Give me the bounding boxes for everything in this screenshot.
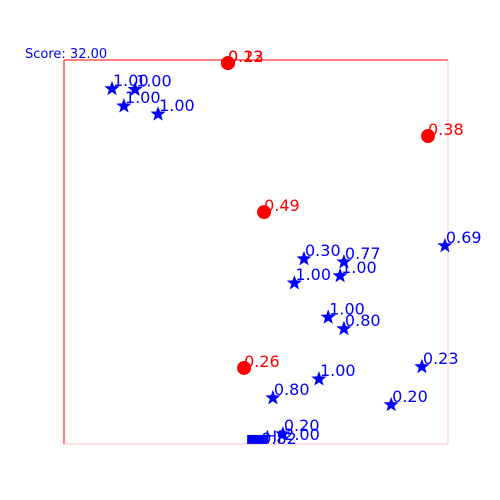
star-value-label: 1.00 [136,72,172,91]
star-icon [104,80,120,96]
star-icon [320,309,336,324]
star-value-label: 0.77 [345,244,381,263]
star-icon [116,98,132,113]
star-value-label: 0.30 [305,241,341,260]
star-value-label: 1.00 [341,258,377,277]
star-value-label: 0.80 [345,311,381,330]
star-icon [275,426,291,441]
star-icon [265,389,281,405]
circle-icon [257,205,272,220]
player-hp-value: 2.00 [284,425,320,444]
circle-value-label: 0.49 [264,196,300,215]
star-value-label: 0.23 [423,349,459,368]
player-secondary-value: 0.82 [261,429,297,448]
star-value-label: 0.20 [284,416,320,435]
circle-value-label: 0.22 [228,47,264,66]
star-icon [336,320,352,336]
circle-icon [421,129,436,144]
star-icon [332,267,348,283]
star-value-label: 1.00 [295,265,331,284]
circle-value-label: 0.13 [228,47,264,66]
star-value-label: 1.00 [329,299,365,318]
star-icon [437,237,453,253]
star-icon [336,253,352,269]
star-icon [311,371,327,386]
star-value-label: 0.20 [392,387,428,406]
star-icon [383,396,399,412]
star-value-label: 1.00 [320,361,356,380]
star-value-label: 0.80 [274,380,310,399]
player-block-icon [247,434,268,444]
score-readout: Score: 32.00 [25,47,108,62]
star-icon [296,250,312,266]
star-icon [286,275,303,290]
star-value-label: 1.00 [125,88,161,107]
circle-icon [237,360,252,375]
star-icon [414,358,430,374]
star-value-label: 1.00 [159,96,195,115]
player-hp-label: HP [265,427,287,446]
star-value-label: 0.69 [446,228,482,247]
star-value-label: 1.00 [113,71,149,90]
circle-value-label: 0.26 [244,352,280,371]
star-icon [150,106,166,121]
circle-value-label: 0.38 [428,120,464,139]
circle-icon [220,56,235,71]
star-icon [127,81,143,97]
